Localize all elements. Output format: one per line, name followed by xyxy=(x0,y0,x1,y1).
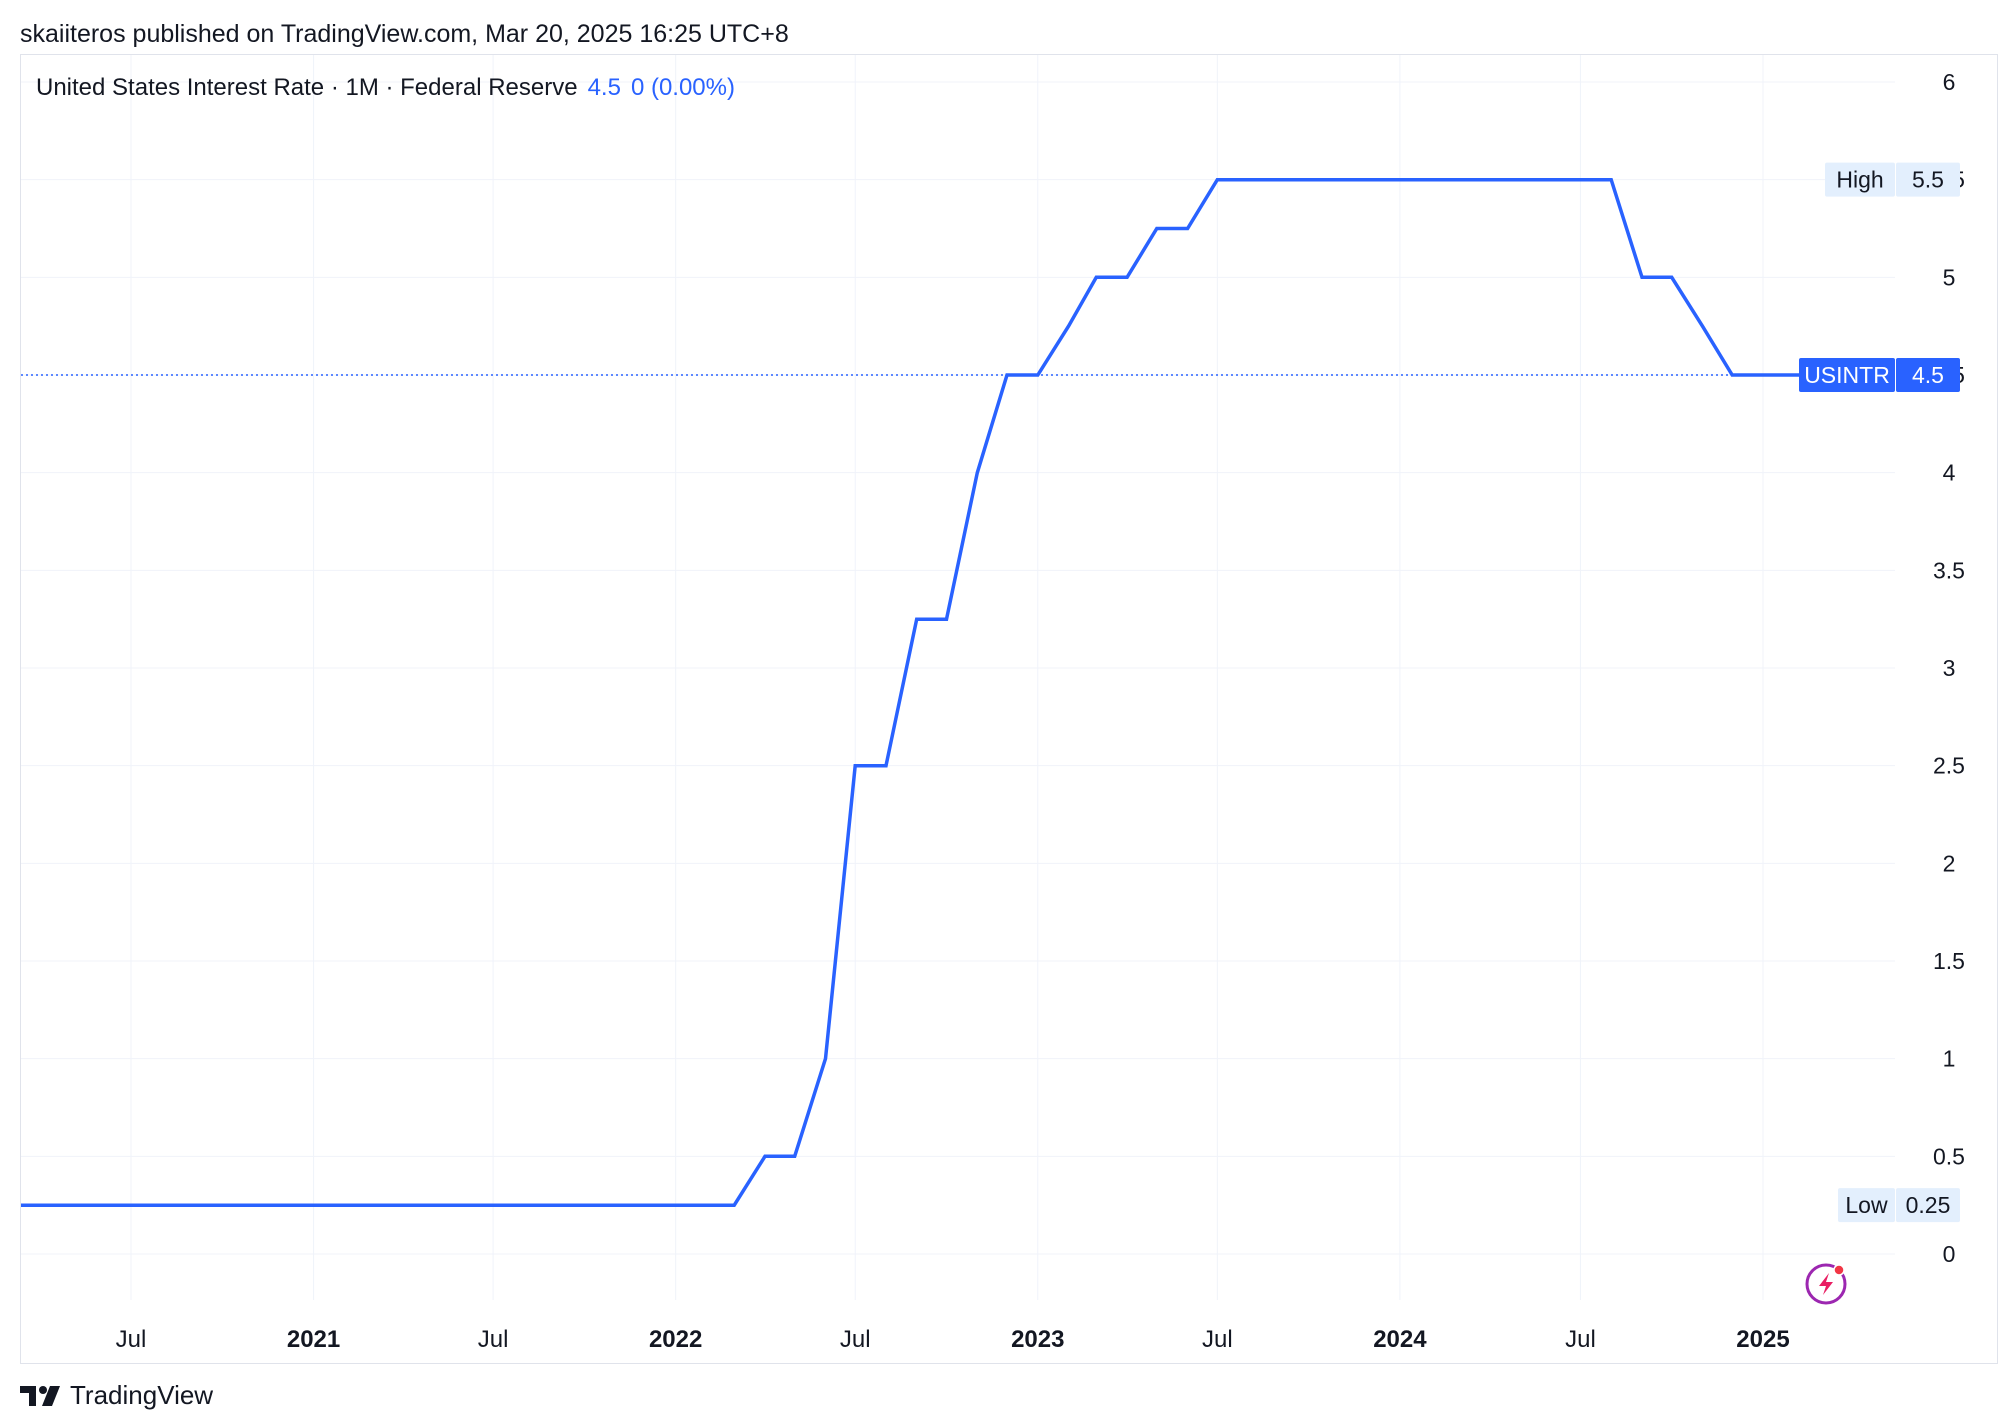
price-label-value-bg xyxy=(1896,358,1960,392)
price-label-tag-bg xyxy=(1825,162,1895,197)
tradingview-logo-icon xyxy=(20,1385,60,1406)
y-axis[interactable]: 65.554.543.532.521.510.50 xyxy=(1933,69,1965,1267)
legend-value: 4.5 xyxy=(587,74,621,101)
y-tick-label: 2.5 xyxy=(1933,753,1965,779)
chart-frame xyxy=(20,54,1998,1364)
y-tick-label: 0.5 xyxy=(1933,1143,1965,1169)
series-line-usintr xyxy=(21,177,1822,1207)
brand-name: TradingView xyxy=(70,1380,214,1410)
x-tick-label: 2021 xyxy=(287,1326,340,1353)
x-axis[interactable]: Jul 2021 Jul 2022 Jul 2023 Jul 2024 Jul 2025 xyxy=(116,1326,1790,1353)
y-tick-label: 3.5 xyxy=(1933,557,1965,583)
x-tick-label: Jul xyxy=(840,1326,871,1353)
y-tick-label: 2 xyxy=(1943,850,1956,876)
y-tick-label: 4 xyxy=(1943,460,1956,486)
x-tick-label: 2023 xyxy=(1011,1326,1064,1353)
price-label-value: 0.25 xyxy=(1906,1192,1951,1218)
price-label-value-bg xyxy=(1896,1188,1960,1223)
x-tick-label: 2024 xyxy=(1373,1326,1427,1353)
x-tick-label: Jul xyxy=(478,1326,509,1353)
y-tick-label: 0 xyxy=(1943,1241,1956,1267)
price-label-high: High 5.5 xyxy=(1825,162,1960,197)
price-labels: High 5.5 USINTR 4.5 Low 0.25 xyxy=(1799,162,1960,1223)
price-label-tag: USINTR xyxy=(1804,362,1890,388)
x-tick-label: Jul xyxy=(1202,1326,1233,1353)
tradingview-brand[interactable]: TradingView xyxy=(20,1380,213,1411)
grid xyxy=(21,55,1895,1300)
price-label-value: 4.5 xyxy=(1912,362,1944,388)
price-label-tag-bg xyxy=(1799,358,1895,392)
price-label-value-bg xyxy=(1896,162,1960,197)
legend-change: 0 (0.00%) xyxy=(630,74,735,101)
legend-title: United States Interest Rate · 1M · Feder… xyxy=(36,74,578,101)
y-tick-label: 5 xyxy=(1943,264,1956,290)
x-tick-label: 2022 xyxy=(649,1326,702,1353)
y-tick-label: 1 xyxy=(1943,1046,1956,1072)
x-tick-label: 2025 xyxy=(1736,1326,1789,1353)
price-label-tag-bg xyxy=(1838,1188,1895,1223)
publish-info: skaiiteros published on TradingView.com,… xyxy=(20,20,789,48)
price-label-tag: Low xyxy=(1845,1192,1888,1218)
price-label-value: 5.5 xyxy=(1912,167,1944,193)
chart-legend[interactable]: United States Interest Rate · 1M · Feder… xyxy=(36,74,735,102)
y-tick-label: 6 xyxy=(1943,69,1956,95)
price-label-tag: High xyxy=(1836,167,1883,193)
x-tick-label: Jul xyxy=(1565,1326,1596,1353)
x-tick-label: Jul xyxy=(116,1326,147,1353)
series-layer xyxy=(21,177,1822,1207)
price-label-usintr: USINTR 4.5 xyxy=(1799,358,1960,392)
y-tick-label: 3 xyxy=(1943,655,1956,681)
y-tick-label: 1.5 xyxy=(1933,948,1965,974)
lightning-icon[interactable] xyxy=(1805,1263,1847,1305)
price-label-low: Low 0.25 xyxy=(1838,1188,1960,1223)
